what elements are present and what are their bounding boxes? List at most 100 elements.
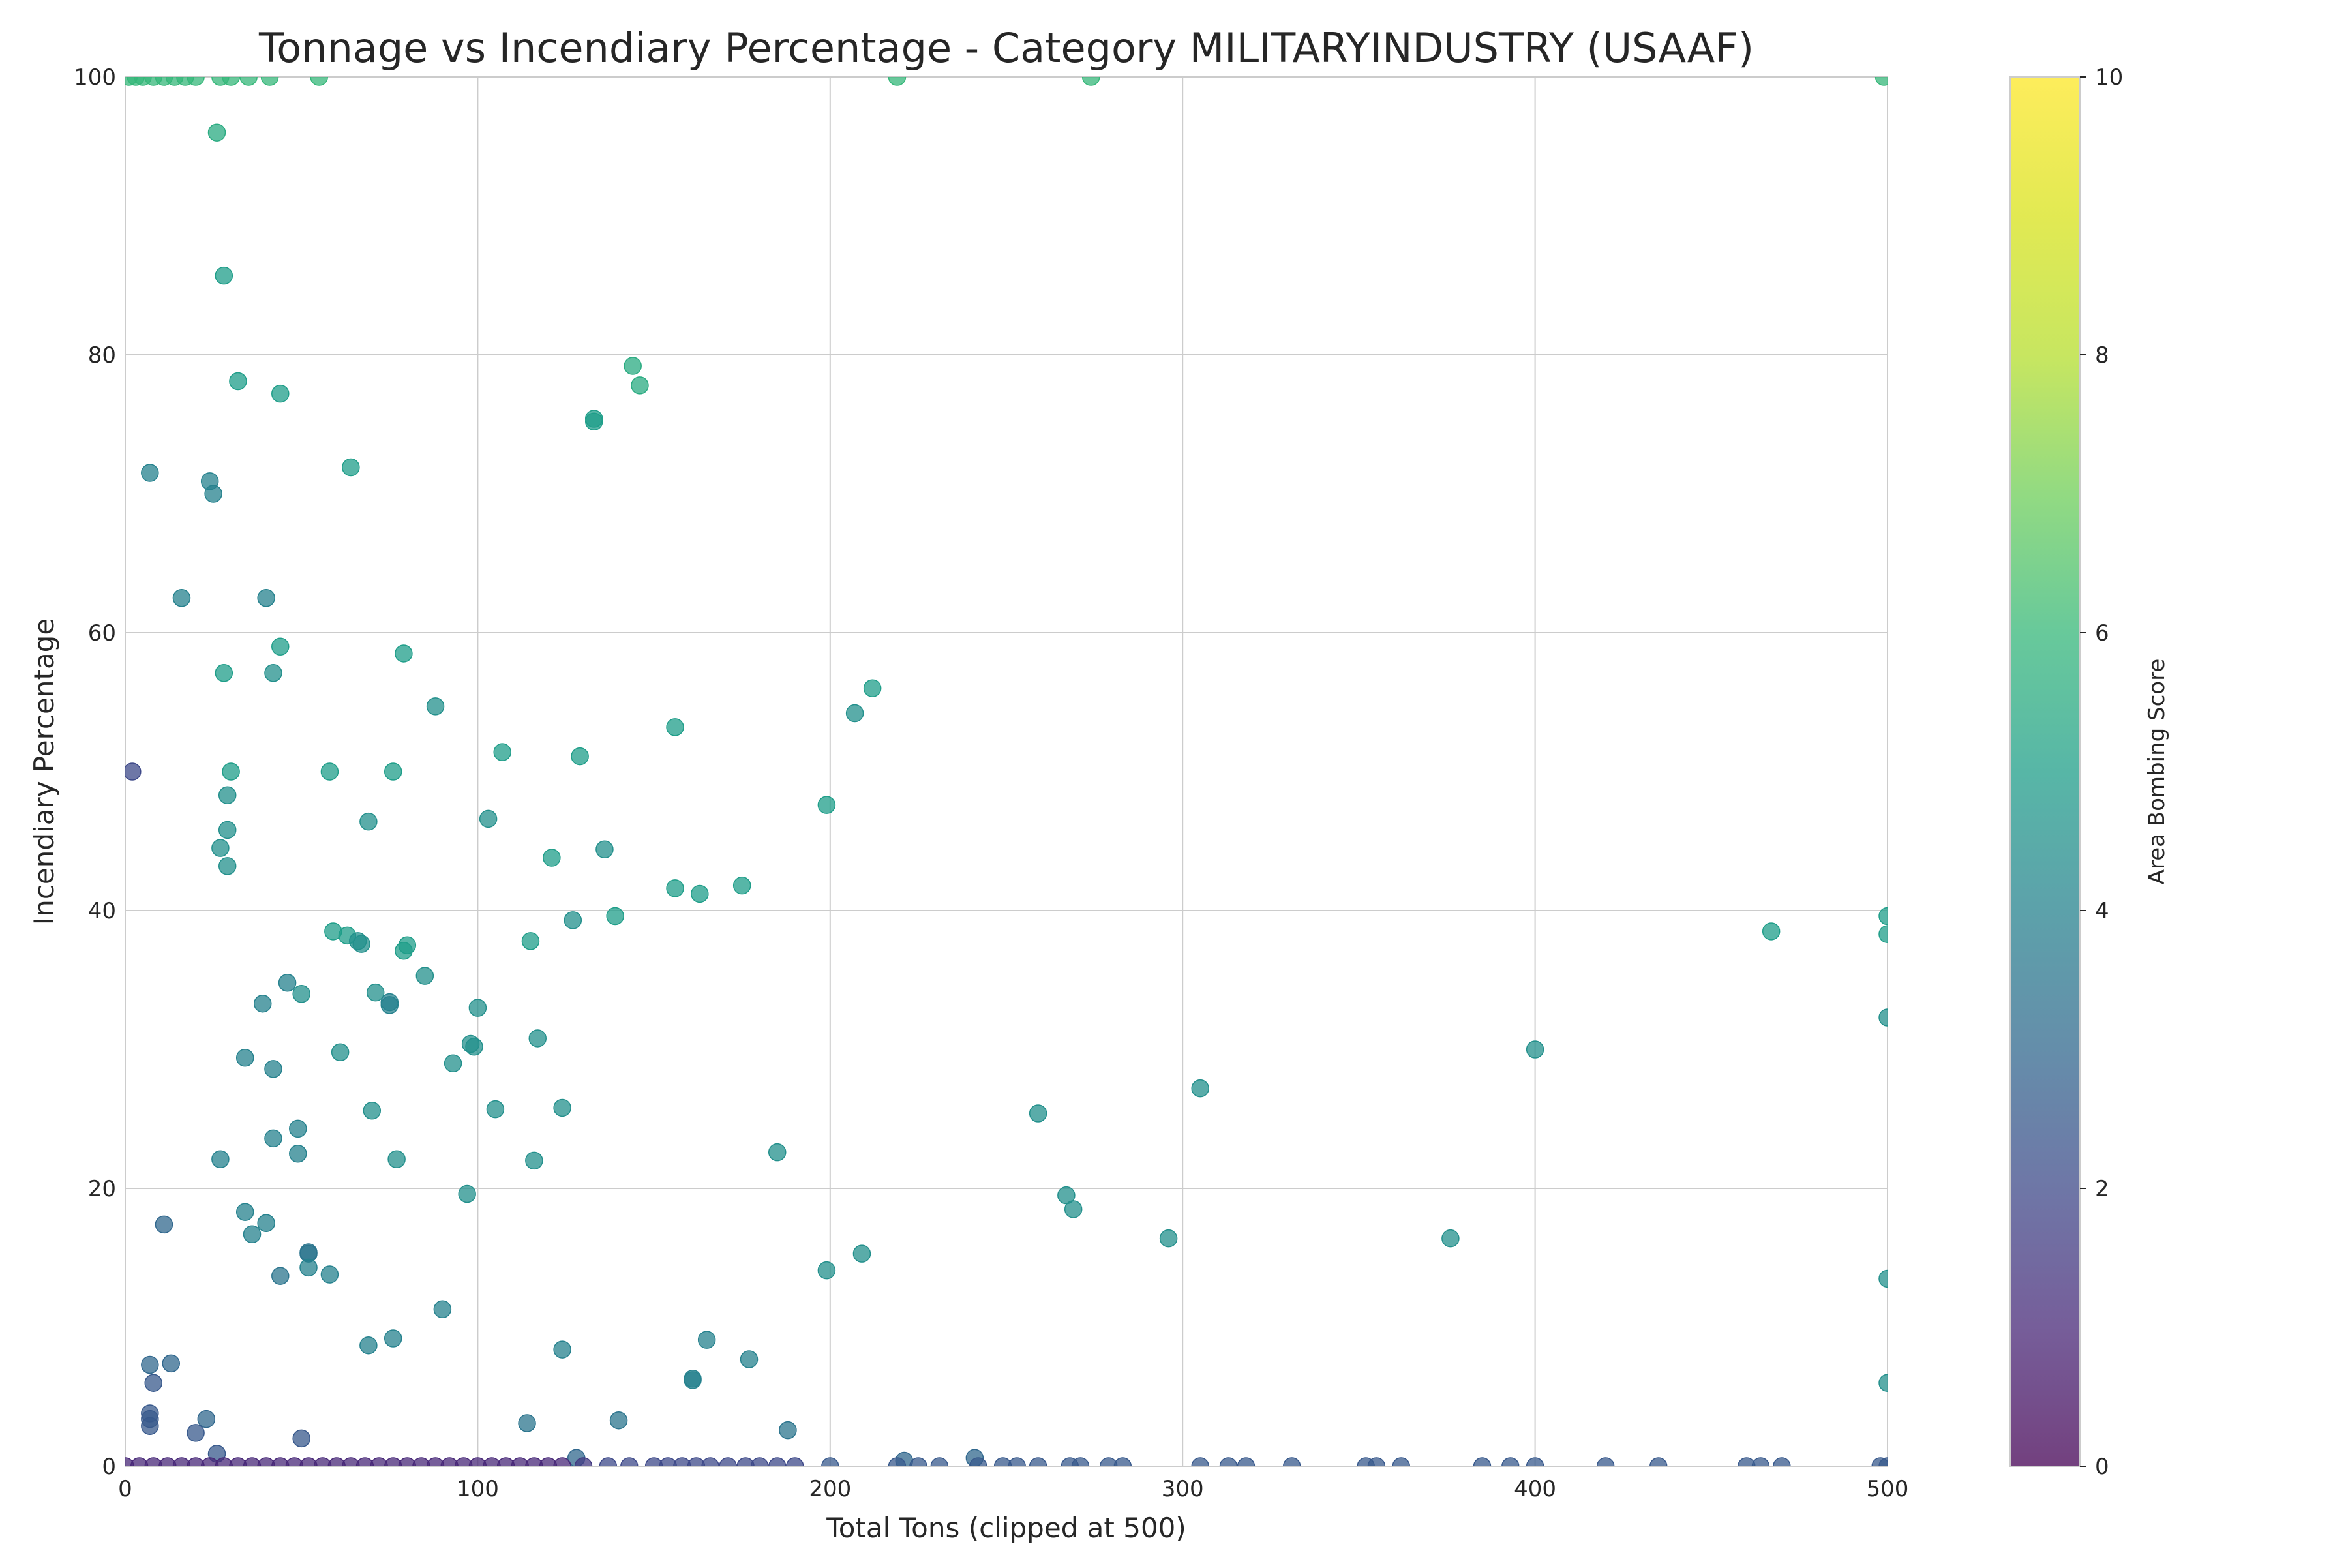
scatter-point [1596, 1457, 1615, 1466]
scatter-point [740, 1350, 759, 1368]
scatter-point [440, 1457, 459, 1466]
scatter-point [666, 718, 684, 736]
scatter-point [518, 1414, 536, 1432]
y-tick-labels: 0 20 40 60 80 100 [74, 65, 116, 1480]
scatter-point [687, 1457, 706, 1466]
scatter-point [331, 1043, 350, 1062]
scatter-point [845, 704, 864, 723]
scatter-point [768, 1457, 787, 1466]
scatter-point [444, 1054, 462, 1073]
scatter-point [144, 1374, 162, 1392]
scatter-point [553, 1340, 571, 1359]
scatter-point [355, 1457, 374, 1466]
scatter-point [786, 1457, 804, 1466]
y-tick-label: 80 [88, 342, 116, 369]
scatter-point [222, 762, 240, 781]
scatter-point [1392, 1457, 1410, 1466]
scatter-point [243, 1457, 262, 1466]
scatter-point [1526, 1040, 1544, 1059]
scatter-point [363, 1101, 382, 1120]
scatter-point [1441, 1229, 1460, 1248]
scatter-point [553, 1098, 571, 1117]
colorbar-tick-labels: 0 2 4 6 8 10 [2080, 65, 2123, 1480]
scatter-point [1501, 1457, 1520, 1466]
x-tick-labels: 0 100 200 300 400 500 [118, 1476, 1908, 1502]
scatter-point [553, 1457, 571, 1466]
x-axis-label: Total Tons (clipped at 500) [826, 1512, 1186, 1544]
scatter-point [1878, 1008, 1888, 1027]
scatter-point [229, 372, 247, 391]
scatter-point [1029, 1457, 1047, 1466]
scatter-point [215, 664, 233, 682]
colorbar-tick-label: 8 [2095, 342, 2109, 369]
scatter-points [125, 77, 1888, 1466]
colorbar-tick-label: 2 [2095, 1176, 2109, 1202]
scatter-point [254, 994, 272, 1013]
scatter-point [218, 786, 237, 804]
scatter-point [564, 911, 582, 929]
scatter-point [359, 1336, 378, 1355]
colorbar: 0 2 4 6 8 10 Area Bombing Score [2009, 65, 2170, 1480]
scatter-point [200, 1457, 219, 1466]
x-tick-label: 500 [1867, 1476, 1909, 1502]
scatter-point [684, 1370, 702, 1388]
scatter-point [141, 1417, 159, 1435]
scatter-point [732, 876, 751, 895]
scatter-point [342, 1457, 360, 1466]
colorbar-tick-label: 4 [2095, 898, 2109, 924]
scatter-point [299, 1457, 318, 1466]
scatter-point [525, 1457, 543, 1466]
scatter-point [229, 1457, 247, 1466]
scatter-point [327, 1457, 346, 1466]
scatter-point [271, 637, 290, 656]
colorbar-tick-label: 10 [2095, 65, 2123, 91]
scatter-point [158, 1457, 177, 1466]
scatter-point [222, 77, 240, 86]
scatter-point [609, 1411, 628, 1430]
scatter-point [130, 1457, 149, 1466]
scatter-point [218, 857, 237, 875]
scatter-point [525, 1151, 543, 1170]
scatter-point [465, 1037, 483, 1056]
scatter-point [620, 1457, 639, 1466]
scatter-point [141, 1355, 159, 1374]
scatter-point [415, 967, 434, 985]
scatter-point [235, 1049, 254, 1067]
scatter-point [479, 809, 498, 828]
scatter-point [888, 1457, 907, 1466]
scatter-point [697, 1331, 716, 1349]
scatter-point [486, 1100, 505, 1119]
scatter-point [888, 77, 907, 86]
scatter-point [257, 1457, 275, 1466]
scatter-point [299, 1258, 318, 1277]
colorbar-tick-label: 6 [2095, 620, 2109, 646]
scatter-point [207, 123, 226, 142]
scatter-point [1473, 1457, 1492, 1466]
scatter-point [384, 1329, 402, 1348]
scatter-point [387, 1150, 406, 1169]
colorbar-label: Area Bombing Score [2144, 659, 2170, 885]
scatter-point [496, 1457, 515, 1466]
scatter-point [1099, 1457, 1118, 1466]
scatter-point [211, 1150, 230, 1169]
scatter-point [292, 1429, 310, 1448]
scatter-point [821, 1457, 839, 1466]
scatter-point [264, 1129, 282, 1148]
scatter-point [595, 840, 614, 859]
scatter-point [1878, 907, 1888, 926]
scatter-point [380, 996, 399, 1014]
scatter-point [278, 974, 297, 992]
x-tick-label: 0 [118, 1476, 132, 1502]
scatter-point [468, 1457, 487, 1466]
scatter-point [125, 762, 142, 781]
scatter-point [750, 1457, 769, 1466]
scatter-point [599, 1457, 618, 1466]
scatter-point [493, 743, 511, 761]
scatter-point [1282, 1457, 1301, 1466]
scatter-point [215, 266, 233, 285]
scatter-point [574, 1457, 593, 1466]
y-tick-label: 100 [74, 65, 116, 91]
scatter-point [264, 664, 282, 682]
y-tick-label: 60 [88, 620, 116, 646]
scatter-point [187, 1457, 205, 1466]
